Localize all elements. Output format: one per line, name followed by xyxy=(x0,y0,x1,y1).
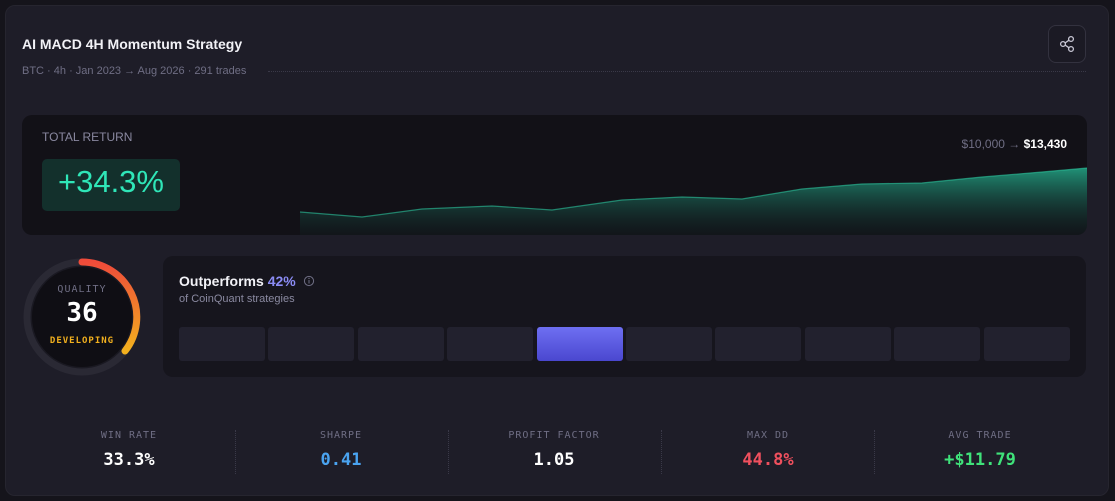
return-range: $10,000 → $13,430 xyxy=(962,137,1067,151)
return-label: TOTAL RETURN xyxy=(42,130,133,144)
stat-label: WIN RATE xyxy=(100,430,158,441)
return-badge xyxy=(42,159,180,211)
percentile-bin xyxy=(805,327,891,361)
quality-score: 36 xyxy=(66,298,98,328)
info-icon[interactable] xyxy=(303,275,315,287)
percentile-bin-active xyxy=(537,327,623,361)
stat-value: 1.05 xyxy=(533,450,575,470)
subtitle: BTC · 4h · Jan 2023 → Aug 2026 · 291 tra… xyxy=(22,65,247,77)
stat-label: PROFIT FACTOR xyxy=(508,430,600,441)
strategy-card xyxy=(5,5,1109,496)
start-balance: $10,000 → xyxy=(961,137,1021,151)
percentile-title: Outperforms xyxy=(179,273,264,289)
stat-divider xyxy=(448,430,449,474)
percentile-panel: Outperforms 42% of CoinQuant strategies xyxy=(163,256,1086,377)
total-return-panel: TOTAL RETURN +34.3% $10,000 → $13,430 xyxy=(22,115,1087,235)
divider xyxy=(268,71,1086,72)
quality-ring xyxy=(23,258,141,376)
stat-divider xyxy=(874,430,875,474)
percentile-bin xyxy=(715,327,801,361)
percentile-heading: Outperforms 42% xyxy=(179,273,315,289)
percentile-bin xyxy=(447,327,533,361)
percentile-bin xyxy=(179,327,265,361)
stat-label: AVG TRADE xyxy=(948,430,1012,441)
stat-value: 33.3% xyxy=(103,450,155,470)
equity-sparkline xyxy=(299,167,1087,235)
stat-divider xyxy=(235,430,236,474)
share-button[interactable] xyxy=(1048,25,1086,63)
stat-value: +$11.79 xyxy=(944,450,1016,470)
title: AI MACD 4H Momentum Strategy xyxy=(22,36,243,52)
share-icon xyxy=(1059,35,1075,53)
percentile-bin xyxy=(626,327,712,361)
percentile-bin xyxy=(894,327,980,361)
percentile-bin xyxy=(268,327,354,361)
stat-divider xyxy=(661,430,662,474)
end-balance: $13,430 xyxy=(1023,137,1067,151)
return-value: +34.3% xyxy=(57,164,164,199)
percentile-subtitle: of CoinQuant strategies xyxy=(179,293,295,305)
stat-label: SHARPE xyxy=(319,430,363,441)
stat-label: MAX DD xyxy=(746,430,790,441)
stat-value: 44.8% xyxy=(742,450,794,470)
percentile-bin xyxy=(984,327,1070,361)
percentile-bin xyxy=(358,327,444,361)
quality-rating: DEVELOPING xyxy=(49,336,115,346)
quality-label: QUALITY xyxy=(57,284,107,295)
stat-value: 0.41 xyxy=(320,450,362,470)
percentile-value: 42% xyxy=(267,273,296,289)
